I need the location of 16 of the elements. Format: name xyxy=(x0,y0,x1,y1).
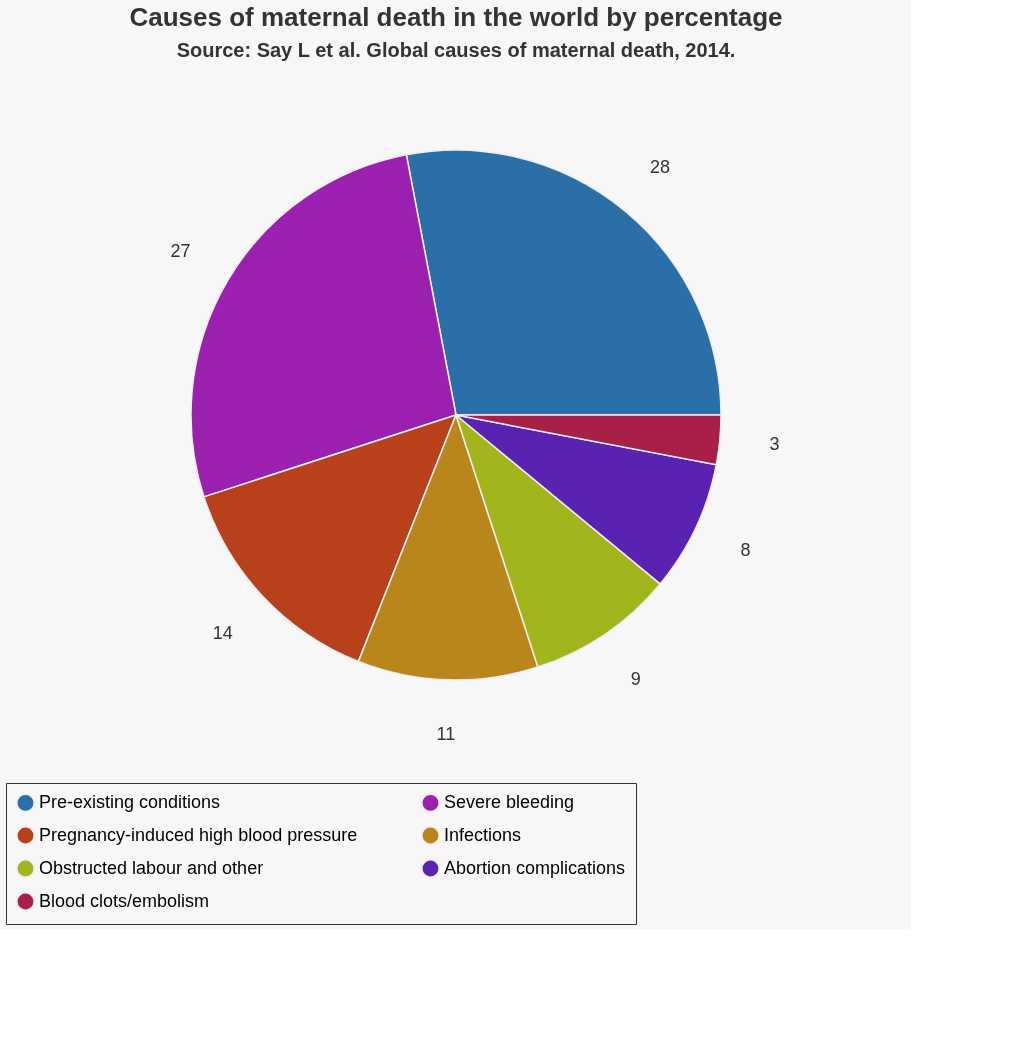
legend-label: Infections xyxy=(444,824,522,845)
legend-label: Pre-existing conditions xyxy=(39,791,221,812)
legend-label: Pregnancy-induced high blood pressure xyxy=(39,824,358,845)
data-label: 14 xyxy=(212,623,233,644)
chart-title: Causes of maternal death in the world by percentage xyxy=(129,2,783,32)
data-label: 27 xyxy=(170,241,191,262)
data-label: 3 xyxy=(769,434,780,455)
data-label: 8 xyxy=(740,540,751,561)
legend-label: Abortion complications xyxy=(444,857,626,878)
data-label: 9 xyxy=(630,668,641,689)
chart-subtitle: Source: Say L et al. Global causes of maternal death, 2014. xyxy=(176,39,736,61)
data-label: 28 xyxy=(649,157,670,178)
legend-label: Obstructed labour and other xyxy=(39,857,264,878)
legend-label: Blood clots/embolism xyxy=(39,890,210,911)
data-label: 11 xyxy=(436,723,456,744)
legend-label: Severe bleeding xyxy=(444,791,575,812)
